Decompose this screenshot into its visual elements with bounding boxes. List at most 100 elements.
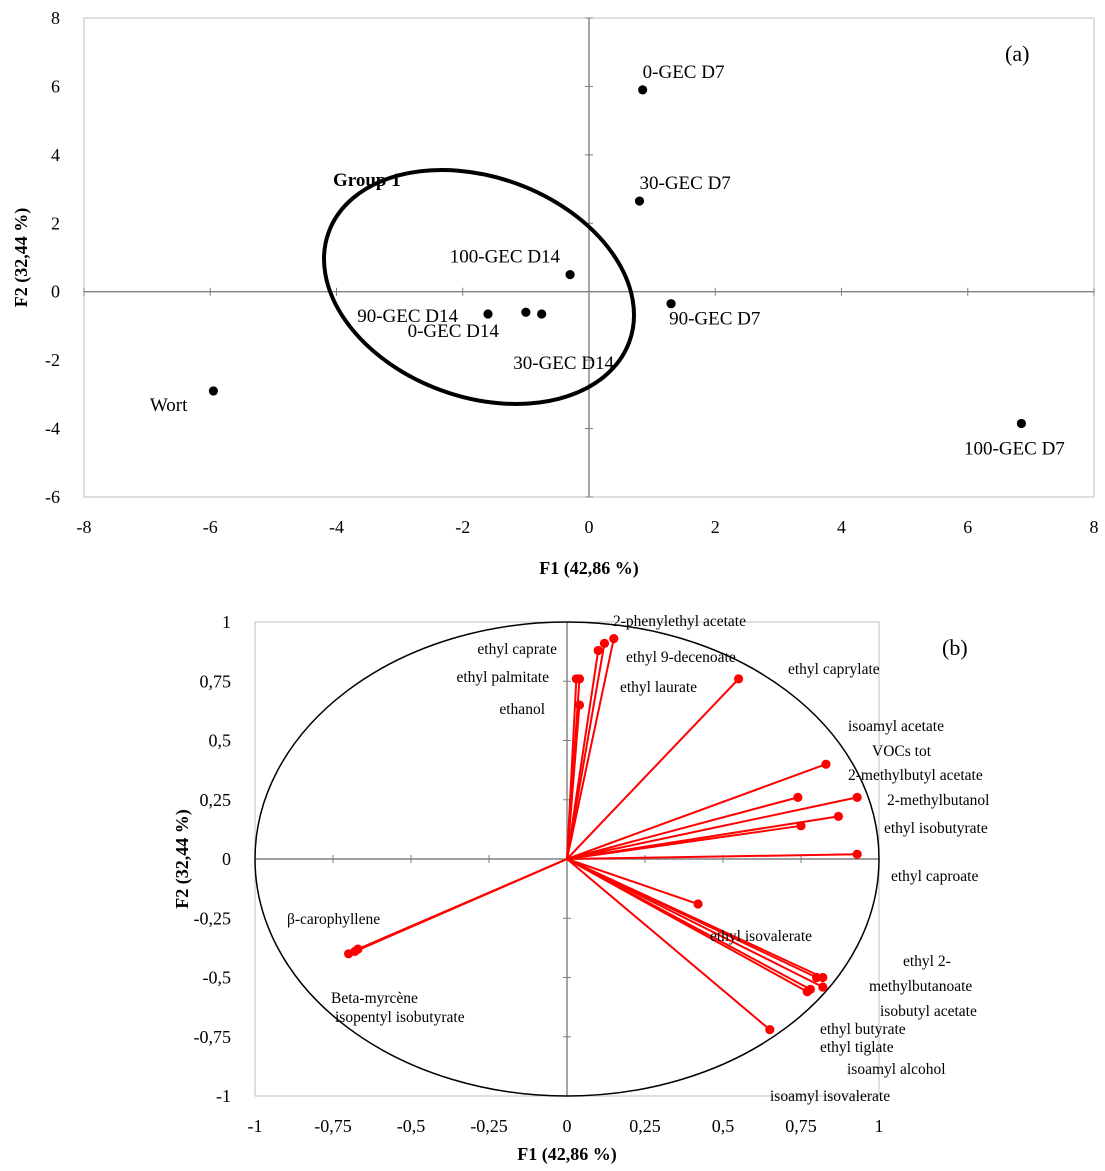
panel-label-b: (b) (942, 635, 968, 660)
variable-label: ethyl palmitate (456, 669, 549, 686)
y-tick-label-a: 0 (51, 282, 60, 302)
sample-point (208, 386, 219, 396)
loading-vector-line (566, 678, 740, 860)
x-tick-label-b: -0,25 (470, 1116, 508, 1136)
group-1-label: Group 1 (333, 170, 401, 191)
variable-label: isoamyl alcohol (847, 1061, 946, 1078)
variable-label: ethyl caprylate (788, 661, 880, 678)
x-axis-title-a: F1 (42,86 %) (539, 558, 638, 579)
y-tick-label-b: 0,75 (200, 671, 232, 691)
x-tick-label-a: 8 (1090, 517, 1099, 537)
loading-vector-line (566, 763, 827, 860)
loading-vector-line (566, 858, 808, 993)
loading-vector-point (796, 821, 806, 831)
loading-vector-line (566, 824, 802, 860)
loading-vector-line (566, 638, 615, 860)
variable-label: ethyl butyrate (820, 1021, 906, 1038)
variable-label: ethyl caproate (891, 868, 978, 885)
variable-label: ethyl tiglate (820, 1039, 894, 1056)
sample-point (1016, 418, 1027, 429)
x-tick-label-a: 4 (837, 517, 846, 537)
x-tick-label-b: -0,75 (314, 1116, 352, 1136)
variable-label: isoamyl isovalerate (770, 1088, 890, 1105)
y-tick-label-b: 0,5 (209, 731, 232, 751)
y-tick-label-a: 6 (51, 76, 60, 96)
sample-label: Wort (150, 395, 188, 416)
sample-point (565, 270, 575, 280)
y-tick-label-b: -0,25 (194, 908, 232, 928)
variable-label: VOCs tot (872, 743, 932, 760)
loading-vector-line (566, 796, 858, 860)
x-tick-label-b: 0 (563, 1116, 572, 1136)
sample-label: 30-GEC D14 (513, 353, 614, 374)
sample-label: 90-GEC D14 (357, 306, 458, 327)
loading-vector-point (833, 811, 844, 821)
loading-vector-line (566, 853, 858, 860)
y-axis-title-b: F2 (32,44 %) (172, 809, 193, 908)
y-tick-label-b: -0,75 (194, 1027, 232, 1047)
x-tick-label-b: 1 (875, 1116, 884, 1136)
y-tick-label-b: 0 (222, 849, 231, 869)
loading-vector-line (566, 858, 699, 905)
loading-vector-point (574, 700, 585, 710)
variable-label: 2-methylbutyl acetate (848, 767, 983, 784)
sample-point (537, 309, 547, 319)
y-tick-label-b: 1 (222, 612, 231, 632)
sample-point (483, 309, 493, 319)
x-tick-label-a: -8 (77, 517, 92, 537)
loading-vector-line (566, 858, 771, 1031)
sample-label: 0-GEC D7 (643, 62, 725, 83)
loading-vector-line (566, 796, 799, 860)
sample-point (634, 196, 645, 206)
variable-label: ethyl 9-decenoate (626, 649, 736, 666)
x-tick-label-b: 0,75 (785, 1116, 817, 1136)
loading-vector-point (793, 792, 803, 802)
variable-label: isobutyl acetate (880, 1003, 977, 1020)
variable-label: ethanol (499, 701, 545, 718)
variable-label: 2-phenylethyl acetate (613, 613, 746, 630)
y-tick-label-b: -1 (216, 1086, 231, 1106)
variable-label: ethyl isovalerate (710, 928, 812, 945)
sample-point (638, 85, 648, 95)
loading-vector-point (852, 792, 862, 802)
variable-label: ethyl laurate (620, 679, 697, 696)
loading-vector-point (734, 674, 744, 684)
x-tick-label-b: -1 (248, 1116, 263, 1136)
sample-label: 100-GEC D7 (964, 438, 1065, 459)
loading-vector-point (344, 949, 354, 959)
x-tick-label-a: 0 (585, 517, 594, 537)
variable-label: ethyl isobutyrate (884, 820, 988, 837)
x-tick-label-b: 0,5 (712, 1116, 735, 1136)
loading-vector-point (609, 633, 619, 644)
y-axis-title-a: F2 (32,44 %) (11, 208, 32, 307)
panel-label-a: (a) (1005, 41, 1029, 66)
y-tick-label-a: -2 (45, 350, 60, 370)
loading-vector-line (566, 650, 600, 860)
variable-label: isoamyl acetate (848, 718, 944, 735)
sample-label: 0-GEC D14 (408, 321, 500, 342)
loading-vector-line (566, 704, 581, 860)
x-tick-label-a: -6 (203, 517, 218, 537)
x-axis-title-b: F1 (42,86 %) (517, 1144, 616, 1165)
x-tick-label-b: 0,25 (629, 1116, 661, 1136)
variable-label: ethyl 2-methylbutanoate (869, 953, 972, 995)
variable-label: isopentyl isobutyrate (335, 1009, 465, 1026)
x-tick-label-a: 6 (963, 517, 972, 537)
y-tick-label-a: -4 (45, 419, 60, 439)
sample-label: 30-GEC D7 (640, 173, 731, 194)
variable-label: β-carophyllene (287, 911, 380, 928)
x-tick-label-a: -4 (329, 517, 344, 537)
loading-vector-point (821, 759, 831, 769)
loading-vector-point (571, 674, 581, 684)
loading-vector-line (348, 858, 568, 955)
correlation-circle (254, 621, 880, 1097)
y-tick-label-a: 8 (51, 8, 60, 28)
variable-label: ethyl caprate (477, 641, 557, 658)
loading-vector-point (802, 987, 812, 997)
variable-label: 2-methylbutanol (887, 792, 989, 809)
y-tick-label-a: 2 (51, 213, 60, 233)
loading-vector-point (765, 1025, 775, 1035)
variable-label: Beta-myrcène (331, 990, 418, 1007)
y-tick-label-a: -6 (45, 487, 60, 507)
